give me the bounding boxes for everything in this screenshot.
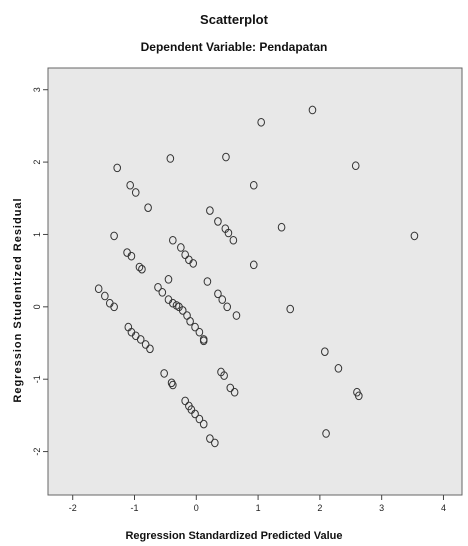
y-tick-label: -1 — [32, 375, 42, 383]
scatter-point — [249, 180, 258, 190]
scatter-point — [351, 161, 360, 171]
scatter-point — [232, 311, 241, 320]
scatter-point — [110, 302, 118, 312]
chart-subtitle: Dependent Variable: Pendapatan — [140, 40, 328, 54]
x-tick-label: 4 — [441, 503, 446, 513]
scatter-point — [154, 282, 162, 292]
scatter-point — [214, 289, 222, 299]
scatter-point — [224, 228, 233, 238]
scatter-point — [191, 322, 199, 332]
scatter-point — [160, 369, 168, 378]
x-tick-label: -2 — [69, 503, 77, 513]
scatter-point — [146, 344, 154, 354]
scatter-point — [178, 306, 187, 315]
axis-ticks: -2 -1 0 1 2 3 4 -2 -1 0 1 2 3 — [32, 87, 446, 513]
scatter-point — [211, 438, 219, 448]
scatter-point — [169, 380, 177, 390]
scatter-point — [167, 378, 176, 388]
x-tick-label: -1 — [130, 503, 138, 513]
scatter-point — [218, 295, 227, 304]
scatter-point — [220, 371, 228, 380]
scatter-point — [322, 429, 330, 438]
y-tick-label: -2 — [32, 448, 42, 456]
scatter-point — [277, 222, 286, 232]
scatter-point — [113, 163, 122, 173]
scatter-point — [166, 154, 175, 163]
scatter-point — [195, 414, 204, 424]
scatter-point — [203, 277, 212, 286]
scatter-point — [141, 340, 150, 349]
scatter-point — [138, 264, 146, 274]
scatter-point — [181, 250, 189, 260]
scatter-point — [164, 275, 173, 284]
scatter-point — [144, 203, 152, 212]
scatter-point — [94, 284, 103, 294]
scatter-point — [230, 387, 239, 397]
scatter-point — [199, 336, 208, 346]
x-tick-label: 0 — [194, 503, 199, 513]
scatter-point — [334, 364, 343, 373]
scatter-point — [191, 409, 199, 419]
scatter-point — [206, 434, 214, 443]
scatter-point — [308, 105, 317, 115]
scatter-point — [135, 262, 144, 272]
plot-area — [47, 67, 463, 496]
scatter-point — [206, 206, 214, 215]
y-tick-label: 2 — [32, 160, 42, 165]
scatter-point — [158, 288, 167, 297]
scatter-point — [169, 235, 177, 245]
scatter-point — [410, 231, 419, 241]
scatter-point — [249, 260, 258, 270]
x-axis-label: Regression Standardized Predicted Value — [125, 530, 343, 542]
scatter-point — [199, 419, 208, 429]
scatter-point — [169, 298, 177, 308]
scatter-point — [101, 291, 109, 301]
y-tick-label: 1 — [32, 232, 42, 237]
y-tick-label: 0 — [32, 304, 42, 309]
scatter-point — [136, 335, 145, 344]
scatter-point — [355, 391, 363, 401]
scatter-point — [214, 217, 222, 226]
scatter-point — [226, 383, 235, 393]
scatter-point — [186, 317, 194, 326]
scatter-point — [222, 152, 230, 162]
scatter-point — [126, 180, 134, 190]
scatter-point — [177, 243, 185, 252]
y-tick-label: 3 — [32, 87, 42, 92]
data-points — [94, 105, 419, 448]
x-tick-label: 1 — [256, 503, 261, 513]
x-tick-label: 3 — [379, 503, 384, 513]
scatter-point — [127, 251, 136, 261]
scatter-point — [286, 304, 295, 314]
scatter-point — [321, 347, 329, 357]
scatter-point — [195, 327, 204, 337]
x-tick-label: 2 — [317, 503, 322, 513]
chart-title: Scatterplot — [200, 12, 268, 27]
scatter-point — [189, 259, 198, 268]
scatter-point — [229, 235, 238, 245]
scatter-point — [257, 117, 265, 127]
y-axis-label: Regression Studentized Residual — [12, 197, 24, 403]
scatter-point — [131, 188, 140, 197]
scatter-point — [181, 396, 189, 406]
scatter-point — [110, 231, 118, 241]
scatter-point — [223, 302, 231, 312]
